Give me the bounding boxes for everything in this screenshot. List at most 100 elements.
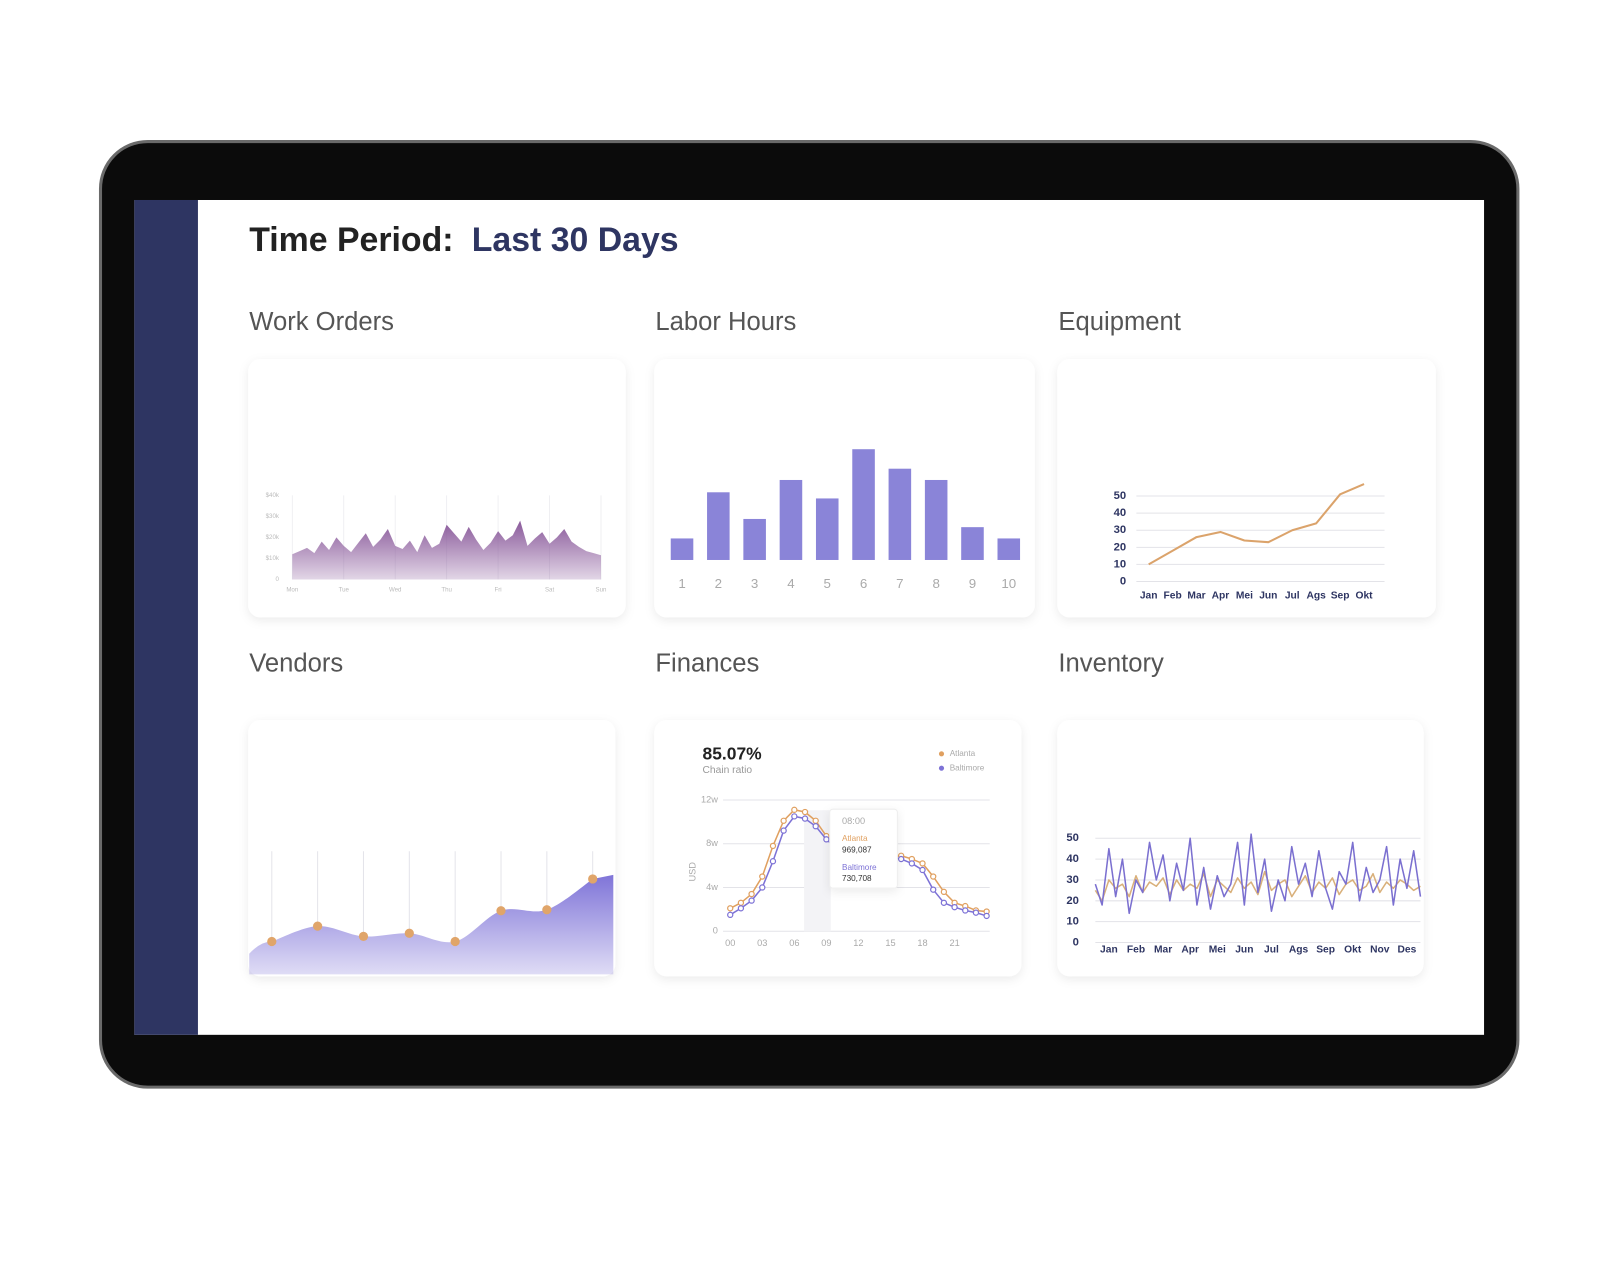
x-tick-label: Wed xyxy=(389,586,402,593)
legend-label: Atlanta xyxy=(950,749,976,758)
point xyxy=(737,905,745,912)
x-tick-label: Fri xyxy=(495,586,502,593)
line xyxy=(1148,483,1365,566)
point xyxy=(727,905,734,912)
y-tick-label: 4w xyxy=(706,882,718,892)
bar xyxy=(743,518,766,560)
sidebar xyxy=(134,199,198,1035)
point xyxy=(588,874,598,884)
point xyxy=(972,909,980,916)
point xyxy=(450,936,460,947)
x-tick-label: 12 xyxy=(853,938,863,948)
point xyxy=(951,903,958,911)
y-tick-label: 0 xyxy=(713,926,718,936)
stat-value: 85.07% xyxy=(703,743,763,763)
y-tick-label: 10 xyxy=(1066,916,1079,928)
y-tick-label: 10 xyxy=(1114,558,1127,570)
x-tick-label: Mar xyxy=(1154,944,1172,955)
panel-title: Finances xyxy=(655,649,759,677)
point xyxy=(940,888,948,896)
x-tick-label: Jul xyxy=(1264,944,1279,955)
bar xyxy=(815,498,839,560)
y-tick-label: $20k xyxy=(266,534,280,541)
bar xyxy=(888,468,912,560)
content: Time Period: Last 30 Days Work Orders 0 $1… xyxy=(98,139,1520,1089)
point xyxy=(748,890,755,898)
tooltip-value: 730,708 xyxy=(842,874,872,883)
y-tick-label: 50 xyxy=(1114,490,1127,502)
x-tick-label: Sat xyxy=(545,586,555,593)
panel-title: Labor Hours xyxy=(655,308,796,336)
area xyxy=(292,520,602,580)
period-value[interactable]: Last 30 Days xyxy=(472,221,679,259)
x-tick-label: Jun xyxy=(1235,944,1253,955)
point xyxy=(791,806,798,813)
x-tick-label: 06 xyxy=(789,938,799,948)
point xyxy=(313,921,323,931)
point xyxy=(542,905,552,915)
period-label: Time Period: xyxy=(249,221,453,259)
x-tick-label: Thu xyxy=(441,586,452,593)
x-tick-label: 00 xyxy=(725,938,735,948)
x-tick-label: 6 xyxy=(860,576,867,591)
y-tick-label: 0 xyxy=(276,576,280,583)
y-tick-label: 40 xyxy=(1066,853,1079,865)
point xyxy=(940,899,948,906)
x-tick-label: Feb xyxy=(1127,944,1145,955)
point xyxy=(267,936,277,947)
x-tick-label: Sun xyxy=(596,586,608,593)
point xyxy=(791,813,798,820)
point xyxy=(727,911,734,919)
line xyxy=(1094,833,1422,915)
point xyxy=(930,886,937,893)
x-tick-label: 10 xyxy=(1001,576,1016,591)
x-tick-label: 9 xyxy=(969,576,976,591)
x-tick-label: Jan xyxy=(1140,591,1158,602)
x-tick-label: Sep xyxy=(1331,591,1350,602)
panel-title: Inventory xyxy=(1058,649,1164,677)
y-tick-label: 20 xyxy=(1066,895,1079,907)
y-tick-label: 12w xyxy=(701,794,718,804)
line xyxy=(1094,870,1421,902)
bar xyxy=(779,479,803,560)
x-tick-label: Jul xyxy=(1285,591,1300,602)
point xyxy=(908,860,916,867)
x-tick-label: 03 xyxy=(757,938,767,948)
x-tick-label: Mon xyxy=(286,586,299,593)
x-tick-label: Apr xyxy=(1181,944,1199,955)
bar xyxy=(961,527,984,560)
y-tick-label: 50 xyxy=(1066,832,1079,844)
point xyxy=(897,855,905,863)
x-tick-label: Mar xyxy=(1187,591,1205,602)
x-tick-label: 1 xyxy=(678,576,685,591)
point xyxy=(780,817,787,824)
y-tick-label: $10k xyxy=(266,555,280,562)
tooltip-title: 08:00 xyxy=(842,816,865,826)
y-tick-label: 20 xyxy=(1114,541,1127,553)
point xyxy=(962,907,969,914)
x-tick-label: 8 xyxy=(932,576,939,591)
y-tick-label: 40 xyxy=(1114,507,1127,519)
x-tick-label: 7 xyxy=(896,576,903,591)
x-tick-label: 4 xyxy=(787,576,795,591)
x-tick-label: Okt xyxy=(1356,591,1374,602)
y-tick-label: 0 xyxy=(1073,937,1079,949)
point xyxy=(801,815,809,822)
x-tick-label: 21 xyxy=(949,938,959,948)
point xyxy=(930,873,937,880)
x-tick-label: 3 xyxy=(751,576,758,591)
y-tick-label: 8w xyxy=(706,838,718,848)
card xyxy=(1057,719,1424,977)
point xyxy=(737,899,745,906)
x-tick-label: 15 xyxy=(885,938,895,948)
y-tick-label: 30 xyxy=(1066,874,1079,886)
tooltip-name: Baltimore xyxy=(842,863,877,872)
area xyxy=(249,874,614,975)
y-tick-label: $30k xyxy=(266,513,280,520)
point xyxy=(769,842,777,850)
bar xyxy=(997,538,1021,560)
x-tick-label: Ags xyxy=(1306,591,1326,602)
x-tick-label: Tue xyxy=(339,586,350,593)
